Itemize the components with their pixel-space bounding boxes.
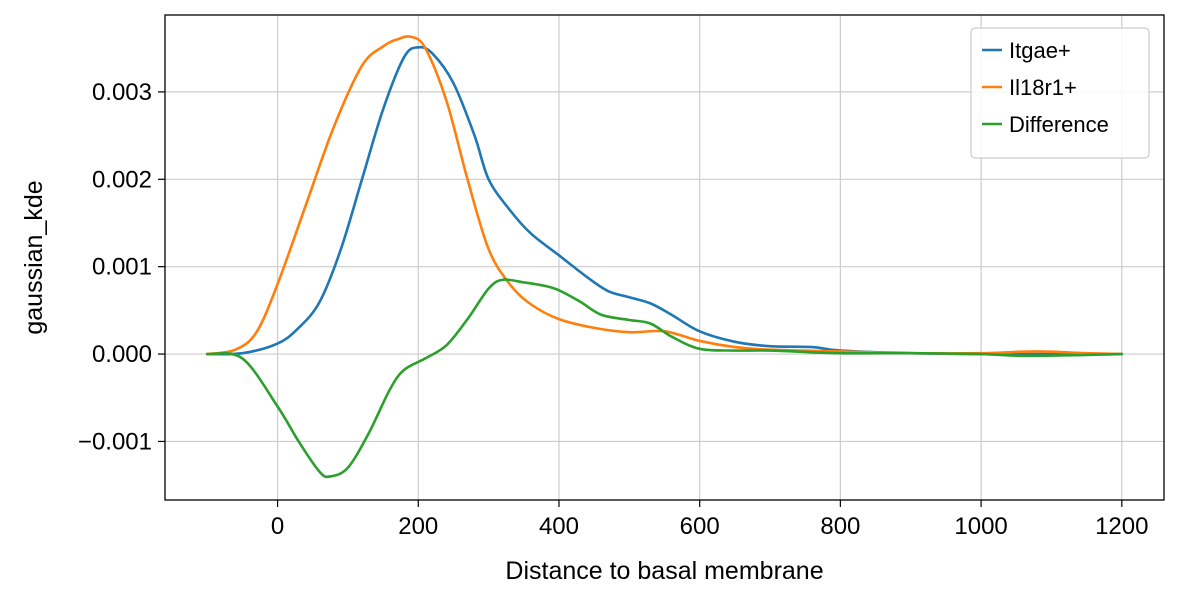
y-tick-label: 0.000 [92, 341, 152, 368]
series-lines [205, 35, 1124, 479]
x-tick-label: 400 [539, 513, 579, 540]
plot-frame [164, 14, 1165, 501]
series-line-itgae [205, 45, 1124, 356]
y-tick-label: 0.001 [92, 254, 152, 281]
series-line-difference [205, 278, 1124, 479]
x-tick-label: 200 [398, 513, 438, 540]
legend-label: Difference [1009, 112, 1109, 137]
y-tick-label: 0.002 [92, 166, 152, 193]
y-tick-label: −0.001 [78, 428, 152, 455]
x-axis-label: Distance to basal membrane [505, 557, 823, 585]
legend-label: Itgae+ [1009, 38, 1071, 63]
axis-ticks: 0 200 400 600 800 1000 1200 −0.001 0.000 0.001 0.0… [78, 79, 1149, 540]
x-tick-label: 0 [271, 513, 284, 540]
legend: Itgae+ Il18r1+ Difference [970, 27, 1150, 159]
x-tick-label: 600 [680, 513, 720, 540]
x-tick-label: 800 [820, 513, 860, 540]
x-tick-label: 1000 [954, 513, 1007, 540]
legend-label: Il18r1+ [1009, 75, 1077, 100]
legend-box [970, 27, 1150, 159]
x-tick-label: 1200 [1095, 513, 1148, 540]
y-tick-label: 0.003 [92, 79, 152, 106]
y-axis-label: gaussian_kde [20, 180, 48, 334]
